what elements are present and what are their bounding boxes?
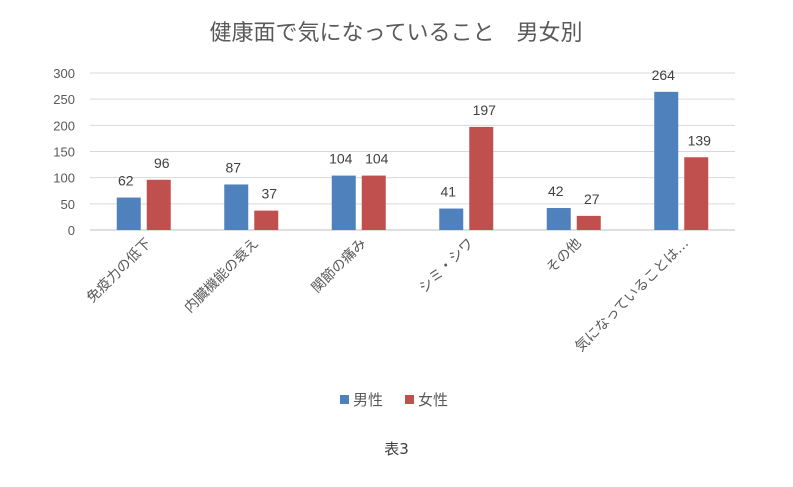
data-label: 139 (688, 132, 712, 148)
bar-male (546, 208, 571, 230)
data-labels: 62 96 87 37 104 104 41 197 42 27 264 139 (118, 67, 711, 207)
x-tick-label: シミ・シワ (416, 236, 477, 297)
bar-male (439, 208, 464, 230)
x-tick-label: 気になっていることは… (572, 236, 692, 356)
y-tick-label: 0 (68, 223, 75, 238)
bar-female (684, 157, 709, 230)
legend-swatch (405, 395, 414, 404)
gridlines (90, 72, 735, 231)
data-label: 104 (329, 151, 353, 167)
legend-label: 男性 (353, 391, 383, 409)
data-label: 264 (652, 67, 676, 83)
x-tick-label: 内臓機能の衰え (181, 235, 262, 316)
y-tick-label: 150 (53, 145, 75, 160)
bar-male (654, 91, 679, 230)
data-label: 42 (548, 183, 564, 199)
x-axis-labels: 免疫力の低下 内臓機能の衰え 関節の痛み シミ・シワ その他気になっていることは… (84, 235, 692, 355)
data-label: 37 (261, 186, 277, 202)
data-label: 87 (225, 159, 241, 175)
data-label: 104 (365, 151, 389, 167)
bar-male (224, 184, 249, 230)
y-tick-label: 100 (53, 171, 75, 186)
bar-female (576, 215, 601, 230)
data-label: 27 (584, 191, 600, 207)
bar-female (254, 210, 279, 230)
bar-female (469, 126, 494, 230)
y-tick-label: 300 (53, 66, 75, 81)
chart-title: 健康面で気になっていること 男女別 (210, 21, 583, 46)
x-tick-label: 関節の痛み (308, 235, 370, 297)
bar-male (116, 197, 141, 230)
data-label: 197 (473, 102, 497, 118)
data-label: 62 (118, 173, 134, 189)
data-label: 96 (154, 155, 170, 171)
legend-label: 女性 (418, 391, 448, 409)
y-tick-label: 250 (53, 92, 75, 107)
y-axis-ticks: 0 50 100 150 200 250 300 (53, 66, 75, 238)
data-label: 41 (440, 184, 456, 200)
legend: 男性 女性 (340, 391, 448, 409)
y-tick-label: 50 (61, 197, 75, 212)
legend-swatch (340, 395, 349, 404)
bar-female (361, 175, 386, 230)
y-tick-label: 200 (53, 118, 75, 133)
bar-female (146, 179, 171, 230)
bars (116, 91, 709, 230)
bar-male (331, 175, 356, 230)
x-tick-label: 免疫力の低下 (84, 236, 155, 307)
x-tick-label: その他 (544, 236, 585, 277)
figure-caption: 表3 (384, 440, 409, 458)
